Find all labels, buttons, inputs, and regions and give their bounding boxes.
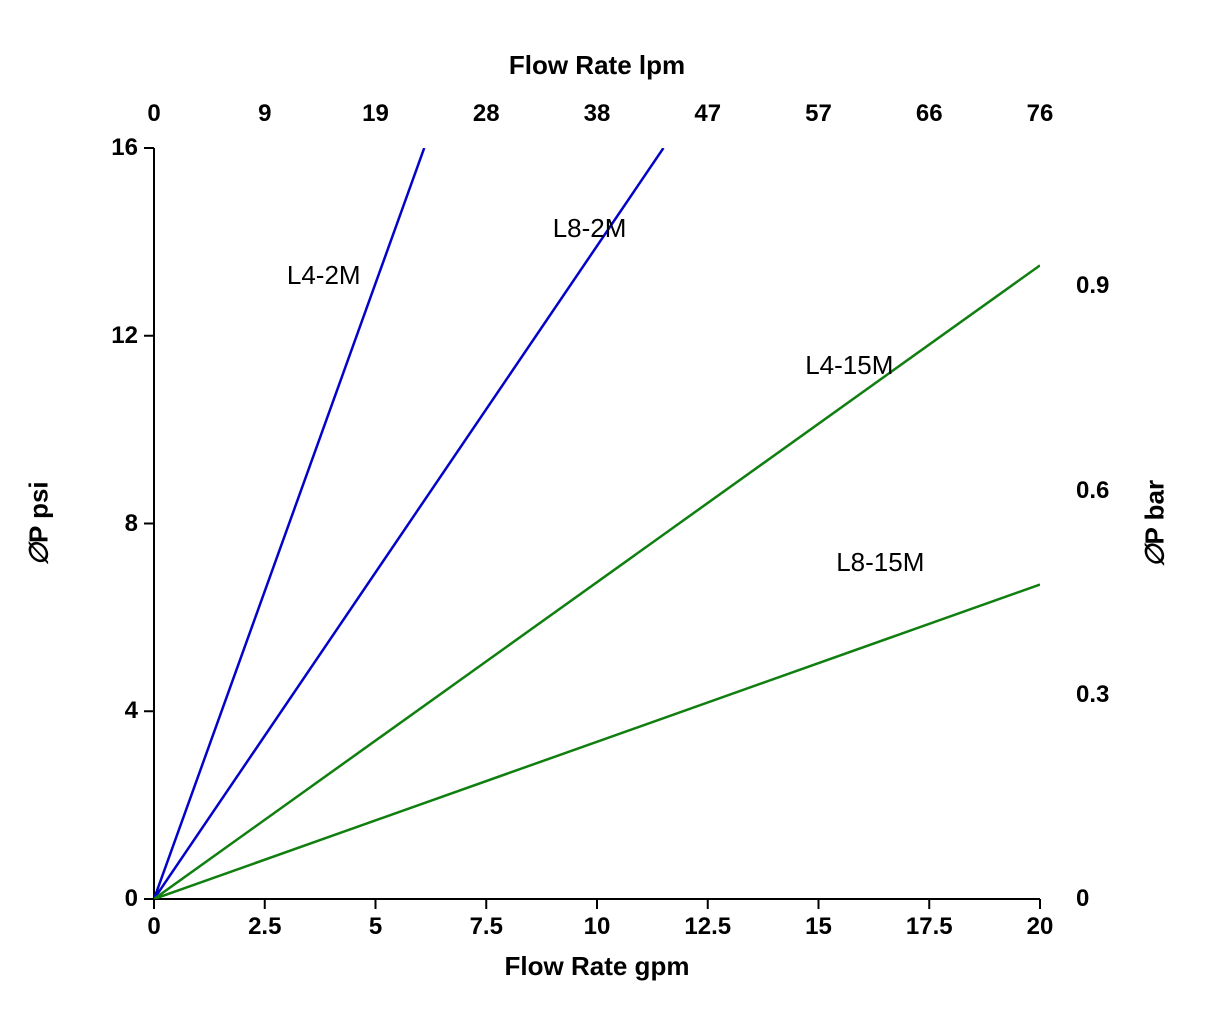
y-left-tick-label: 16	[82, 134, 138, 162]
x-bottom-tick-label: 2.5	[225, 913, 305, 941]
x-bottom-tick-label: 10	[557, 913, 637, 941]
x-top-tick-label: 57	[779, 100, 859, 128]
x-bottom-title: Flow Rate gpm	[477, 951, 717, 982]
x-top-tick-label: 9	[225, 100, 305, 128]
x-bottom-tick-label: 7.5	[446, 913, 526, 941]
series-label-L4-2M: L4-2M	[287, 260, 361, 291]
x-bottom-tick-label: 17.5	[889, 913, 969, 941]
series-L8-15M	[154, 585, 1040, 899]
y-right-title: ∅P bar	[1140, 423, 1171, 623]
x-top-tick-label: 76	[1000, 100, 1080, 128]
series-L8-2M	[154, 148, 663, 899]
x-top-tick-label: 19	[336, 100, 416, 128]
y-left-tick-label: 4	[82, 697, 138, 725]
x-top-tick-label: 66	[889, 100, 969, 128]
y-right-tick-label: 0.3	[1076, 681, 1136, 709]
x-top-tick-label: 0	[114, 100, 194, 128]
y-left-title: ∅P psi	[24, 423, 55, 623]
x-bottom-tick-label: 12.5	[668, 913, 748, 941]
x-bottom-tick-label: 20	[1000, 913, 1080, 941]
x-bottom-tick-label: 5	[336, 913, 416, 941]
series-label-L8-2M: L8-2M	[553, 213, 627, 244]
series-label-L8-15M: L8-15M	[836, 547, 924, 578]
y-left-tick-label: 8	[82, 510, 138, 538]
y-right-tick-label: 0.6	[1076, 477, 1136, 505]
x-bottom-tick-label: 15	[779, 913, 859, 941]
x-top-tick-label: 28	[446, 100, 526, 128]
y-right-tick-label: 0	[1076, 885, 1136, 913]
y-left-tick-label: 0	[82, 885, 138, 913]
x-top-title: Flow Rate lpm	[477, 50, 717, 81]
chart-svg	[0, 0, 1214, 1018]
x-bottom-tick-label: 0	[114, 913, 194, 941]
x-top-tick-label: 47	[668, 100, 748, 128]
y-left-tick-label: 12	[82, 322, 138, 350]
series-label-L4-15M: L4-15M	[805, 350, 893, 381]
y-right-tick-label: 0.9	[1076, 272, 1136, 300]
series-L4-15M	[154, 265, 1040, 899]
x-top-tick-label: 38	[557, 100, 637, 128]
pressure-flow-chart: 02.557.51012.51517.520091928384757667604…	[0, 0, 1214, 1018]
